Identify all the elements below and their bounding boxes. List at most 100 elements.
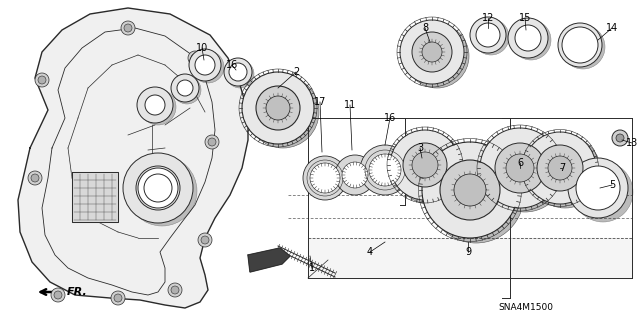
Circle shape xyxy=(412,32,452,72)
Circle shape xyxy=(400,20,464,84)
Text: 8: 8 xyxy=(422,23,428,33)
Circle shape xyxy=(310,163,340,193)
Circle shape xyxy=(266,96,290,120)
Circle shape xyxy=(515,25,541,51)
Circle shape xyxy=(147,176,175,204)
Text: 11: 11 xyxy=(344,100,356,110)
Circle shape xyxy=(142,171,182,211)
Circle shape xyxy=(173,76,201,104)
Circle shape xyxy=(224,58,252,86)
Circle shape xyxy=(261,90,305,134)
Text: 10: 10 xyxy=(196,43,208,53)
Circle shape xyxy=(111,291,125,305)
Circle shape xyxy=(256,86,300,130)
Polygon shape xyxy=(248,248,290,272)
Circle shape xyxy=(226,60,254,88)
Circle shape xyxy=(403,143,447,187)
Circle shape xyxy=(616,134,624,142)
Text: 9: 9 xyxy=(465,247,471,257)
Circle shape xyxy=(495,143,545,193)
Circle shape xyxy=(485,132,565,212)
Text: 16: 16 xyxy=(384,113,396,123)
Circle shape xyxy=(476,23,500,47)
Text: FR.: FR. xyxy=(67,287,88,297)
Text: SNA4M1500: SNA4M1500 xyxy=(498,303,553,313)
Circle shape xyxy=(470,17,506,53)
Circle shape xyxy=(205,135,219,149)
Circle shape xyxy=(454,174,486,206)
Text: 16: 16 xyxy=(226,60,238,70)
Circle shape xyxy=(229,63,247,81)
Text: 5: 5 xyxy=(609,180,615,190)
Circle shape xyxy=(440,160,500,220)
Text: 7: 7 xyxy=(559,163,565,173)
Circle shape xyxy=(198,233,212,247)
Circle shape xyxy=(51,288,65,302)
Circle shape xyxy=(231,65,249,83)
Text: 12: 12 xyxy=(482,13,494,23)
Circle shape xyxy=(390,130,460,200)
Circle shape xyxy=(54,291,62,299)
Circle shape xyxy=(573,162,633,222)
Circle shape xyxy=(168,283,182,297)
Circle shape xyxy=(508,18,548,58)
Circle shape xyxy=(335,155,375,195)
Circle shape xyxy=(548,156,572,180)
Circle shape xyxy=(124,24,132,32)
Circle shape xyxy=(422,42,442,62)
Circle shape xyxy=(342,162,368,188)
Circle shape xyxy=(542,149,588,195)
Circle shape xyxy=(148,97,168,117)
Circle shape xyxy=(137,87,173,123)
Circle shape xyxy=(405,24,469,88)
Circle shape xyxy=(31,174,39,182)
Circle shape xyxy=(198,57,218,77)
Circle shape xyxy=(192,51,224,83)
Circle shape xyxy=(511,20,551,60)
Circle shape xyxy=(562,27,598,63)
Circle shape xyxy=(144,174,172,202)
Circle shape xyxy=(303,156,347,200)
Circle shape xyxy=(189,49,221,81)
Circle shape xyxy=(171,286,179,294)
Text: 6: 6 xyxy=(517,158,523,168)
Circle shape xyxy=(446,165,506,225)
Circle shape xyxy=(581,170,625,214)
Text: 3: 3 xyxy=(417,143,423,153)
Circle shape xyxy=(208,138,216,146)
Circle shape xyxy=(179,82,195,98)
Polygon shape xyxy=(72,172,118,222)
Text: 15: 15 xyxy=(519,13,531,23)
Circle shape xyxy=(247,76,319,148)
Circle shape xyxy=(506,154,534,182)
Circle shape xyxy=(565,29,601,65)
Circle shape xyxy=(561,25,605,69)
Circle shape xyxy=(479,25,503,49)
Text: 1: 1 xyxy=(309,263,315,273)
Circle shape xyxy=(242,72,314,144)
Circle shape xyxy=(500,147,550,197)
Circle shape xyxy=(121,21,135,35)
Text: 4: 4 xyxy=(367,247,373,257)
Circle shape xyxy=(139,168,183,212)
Circle shape xyxy=(524,132,596,204)
Text: 17: 17 xyxy=(314,97,326,107)
Circle shape xyxy=(145,95,165,115)
Circle shape xyxy=(408,147,452,191)
Circle shape xyxy=(28,171,42,185)
Circle shape xyxy=(568,158,628,218)
Circle shape xyxy=(518,27,544,53)
Circle shape xyxy=(138,168,178,208)
Text: 14: 14 xyxy=(606,23,618,33)
Polygon shape xyxy=(18,8,248,308)
Circle shape xyxy=(201,236,209,244)
Text: 2: 2 xyxy=(293,67,299,77)
Circle shape xyxy=(177,80,193,96)
Circle shape xyxy=(558,23,602,67)
Polygon shape xyxy=(308,238,632,278)
Circle shape xyxy=(417,36,457,76)
Circle shape xyxy=(369,154,401,186)
Circle shape xyxy=(480,128,560,208)
Circle shape xyxy=(123,153,193,223)
Circle shape xyxy=(188,51,202,65)
